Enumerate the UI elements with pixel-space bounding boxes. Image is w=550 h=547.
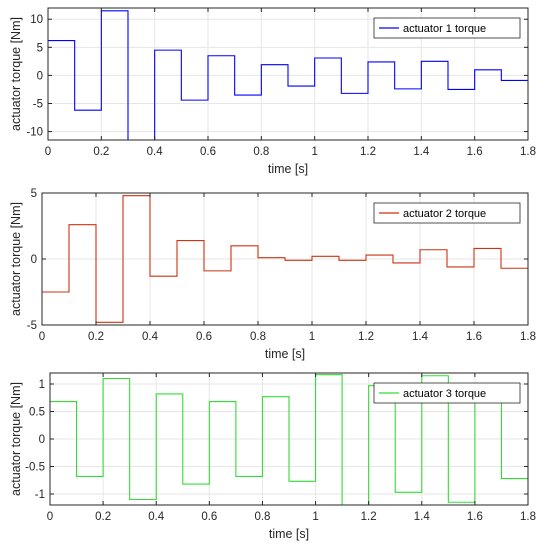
legend: actuator 2 torque xyxy=(373,202,521,224)
x-axis-label: time [s] xyxy=(265,347,305,361)
y-tick-label: -10 xyxy=(26,127,43,139)
x-tick-label: 1 xyxy=(312,511,318,523)
legend-label: actuator 2 torque xyxy=(403,208,486,220)
y-tick-label: -5 xyxy=(27,320,37,332)
y-tick-label: 1 xyxy=(39,379,45,391)
x-tick-label: 1.2 xyxy=(358,331,374,343)
legend-box xyxy=(373,17,521,39)
y-tick-label: 10 xyxy=(30,14,43,26)
x-axis-label: time [s] xyxy=(269,527,309,541)
axes-box xyxy=(47,7,529,141)
x-tick-label: 1.4 xyxy=(412,331,429,343)
x-tick-label: 1.6 xyxy=(467,146,483,158)
y-tick-label: 0 xyxy=(31,254,37,266)
legend: actuator 1 torque xyxy=(373,17,521,39)
x-tick-label: 0.6 xyxy=(200,146,216,158)
x-tick-label: 1.8 xyxy=(520,331,536,343)
x-tick-label: 0.2 xyxy=(88,331,104,343)
x-tick-label: 1 xyxy=(309,331,315,343)
x-tick-label: 0.8 xyxy=(250,331,266,343)
x-tick-label: 1.6 xyxy=(467,511,483,523)
x-tick-label: 1.6 xyxy=(466,331,482,343)
x-tick-label: 0 xyxy=(45,146,51,158)
y-axis-label: actuator torque [Nm] xyxy=(9,17,23,131)
x-tick-label: 1.4 xyxy=(413,146,430,158)
x-tick-label: 0.8 xyxy=(254,511,270,523)
y-tick-label: 0 xyxy=(37,70,43,82)
plot-3: 0 0.2 0.4 0.6 0.8 1 1.2 1.4 1.6 1.8-1-0.500.51tim… xyxy=(9,372,536,541)
x-axis-label: time [s] xyxy=(268,162,308,176)
y-tick-label: -5 xyxy=(33,98,43,110)
legend-label: actuator 3 torque xyxy=(403,388,486,400)
y-tick-label: -1 xyxy=(35,489,45,501)
legend-box xyxy=(373,202,521,224)
legend-box xyxy=(373,382,521,404)
x-tick-label: 1.2 xyxy=(361,511,377,523)
x-tick-label: 0.4 xyxy=(142,331,159,343)
x-tick-label: 0.4 xyxy=(148,511,165,523)
legend-label: actuator 1 torque xyxy=(403,23,486,35)
x-tick-label: 1.8 xyxy=(520,146,536,158)
y-tick-label: 5 xyxy=(37,42,43,54)
x-tick-label: 0.2 xyxy=(93,146,109,158)
x-tick-label: 1 xyxy=(311,146,317,158)
x-tick-label: 0.8 xyxy=(253,146,269,158)
x-tick-label: 0.4 xyxy=(147,146,164,158)
x-tick-label: 0.6 xyxy=(201,511,217,523)
legend: actuator 3 torque xyxy=(373,382,521,404)
x-tick-label: 1.2 xyxy=(360,146,376,158)
x-tick-label: 1.8 xyxy=(520,511,536,523)
series-line-2 xyxy=(42,195,528,323)
x-tick-label: 0.2 xyxy=(95,511,111,523)
series-line-1 xyxy=(48,10,528,141)
x-tick-label: 0.6 xyxy=(196,331,212,343)
y-axis-label: actuator torque [Nm] xyxy=(9,202,23,316)
y-axis-label: actuator torque [Nm] xyxy=(9,382,23,496)
x-tick-label: 1.4 xyxy=(414,511,431,523)
y-tick-label: 0 xyxy=(39,434,45,446)
x-tick-label: 0 xyxy=(39,331,45,343)
x-tick-label: 0 xyxy=(47,511,53,523)
plot-1: 0 0.2 0.4 0.6 0.8 1 1.2 1.4 1.6 1.8 -10 -5 0 5 10 time … xyxy=(9,7,536,176)
y-tick-label: 0.5 xyxy=(29,407,45,419)
y-tick-label: 5 xyxy=(31,188,37,200)
y-tick-label: -0.5 xyxy=(25,462,45,474)
